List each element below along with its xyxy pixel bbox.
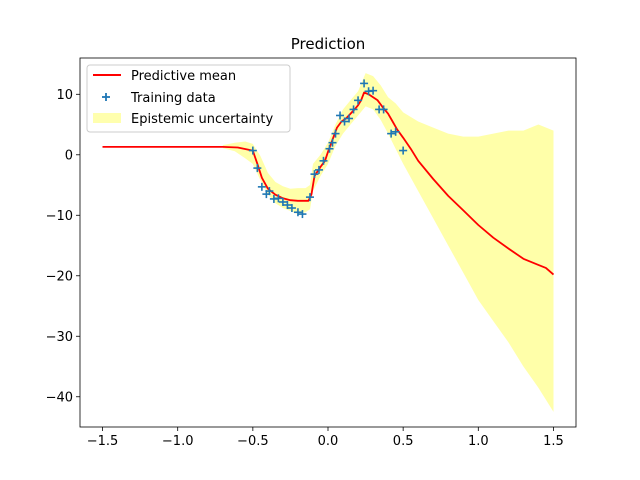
training-point (298, 210, 307, 219)
x-axis: −1.5 −1.0 −0.5 0.0 0.5 1.0 1.5 (87, 427, 564, 449)
uncertainty-band-layer (222, 73, 554, 412)
x-tick-label: 0.0 (318, 434, 339, 449)
training-point (349, 105, 358, 114)
training-point (325, 144, 334, 153)
training-point (305, 193, 314, 202)
training-point (310, 170, 319, 179)
legend: Predictive mean Training data Epistemic … (86, 64, 291, 133)
training-point (391, 127, 400, 136)
legend-box (86, 64, 291, 133)
training-point (293, 208, 302, 217)
legend-training-marker (102, 93, 110, 101)
y-tick-label: −20 (46, 269, 73, 284)
training-point (274, 194, 283, 203)
training-point (265, 187, 274, 196)
training-point (369, 86, 378, 95)
training-point (379, 105, 388, 114)
y-tick-label: −40 (46, 390, 73, 405)
x-tick-label: −0.5 (237, 434, 269, 449)
training-point (354, 96, 363, 105)
y-tick-label: 10 (56, 88, 73, 103)
training-point (331, 129, 340, 138)
mean-line-layer (102, 91, 555, 276)
training-point (283, 200, 292, 209)
training-point (336, 111, 345, 120)
training-point (248, 146, 257, 155)
x-tick-label: 1.0 (468, 434, 489, 449)
legend-mean-label: Predictive mean (131, 69, 236, 84)
x-tick-label: 1.5 (543, 434, 564, 449)
legend-training-label: Training data (130, 91, 216, 106)
training-point (387, 129, 396, 138)
training-point (328, 138, 337, 147)
x-tick-label: −1.0 (162, 434, 194, 449)
training-point (399, 146, 408, 155)
uncertainty-band (222, 73, 554, 412)
training-point (314, 165, 323, 174)
chart-title: Prediction (291, 35, 366, 53)
training-point (287, 204, 296, 213)
y-axis: −40 −30 −20 −10 0 10 (46, 88, 80, 405)
training-point (319, 156, 328, 165)
x-tick-label: 0.5 (393, 434, 414, 449)
predictive-mean-line (102, 91, 555, 276)
legend-uncertainty-label: Epistemic uncertainty (131, 112, 273, 127)
training-point (253, 164, 262, 173)
training-point (257, 182, 266, 191)
x-tick-label: −1.5 (87, 434, 119, 449)
training-point (360, 79, 369, 88)
legend-uncertainty-swatch (93, 113, 121, 123)
training-data-layer (248, 79, 408, 219)
y-tick-label: −30 (46, 330, 73, 345)
training-point (278, 197, 287, 206)
training-point (345, 114, 354, 123)
training-point (340, 117, 349, 126)
y-tick-label: 0 (65, 148, 73, 163)
plot-area (102, 73, 555, 412)
y-tick-label: −10 (46, 209, 73, 224)
